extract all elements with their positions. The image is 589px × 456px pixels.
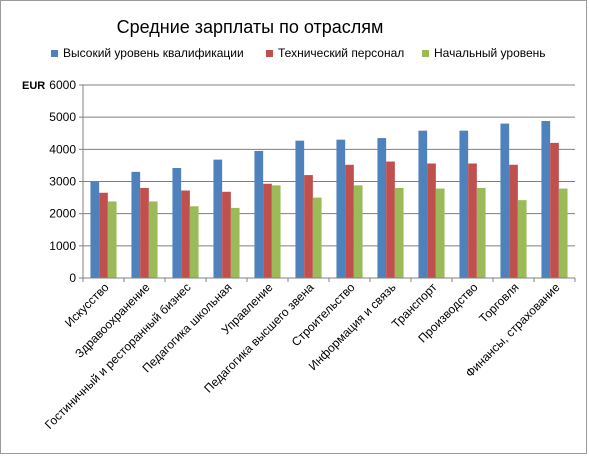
legend-label: Начальный уровень xyxy=(434,46,546,60)
legend-swatch xyxy=(422,50,429,57)
bar xyxy=(107,201,117,278)
y-tick-label: 5000 xyxy=(49,110,76,124)
bar xyxy=(468,163,477,278)
bar xyxy=(213,159,223,278)
bar xyxy=(140,187,149,278)
bar xyxy=(263,183,272,278)
bar xyxy=(427,163,436,278)
bar xyxy=(558,188,568,278)
y-tick-label: 1000 xyxy=(49,239,76,253)
bars xyxy=(90,121,568,278)
bar xyxy=(230,207,240,278)
y-tick-label: 4000 xyxy=(49,142,76,156)
y-tick-label: 0 xyxy=(69,271,76,285)
legend-item: Технический персонал xyxy=(266,46,404,60)
y-tick-label: 2000 xyxy=(49,207,76,221)
bar xyxy=(541,121,551,278)
bar xyxy=(295,140,305,278)
bar xyxy=(394,187,404,278)
legend-swatch xyxy=(51,50,58,57)
chart-title: Средние зарплаты по отраслям xyxy=(117,17,384,37)
bar xyxy=(353,185,363,278)
legend-swatch xyxy=(266,50,273,57)
bar xyxy=(459,130,469,278)
bar xyxy=(418,130,428,278)
bar xyxy=(550,142,559,278)
bar xyxy=(148,201,158,278)
gridlines xyxy=(83,84,575,247)
legend-label: Технический персонал xyxy=(278,46,404,60)
bar xyxy=(90,181,100,278)
bar xyxy=(500,123,510,278)
y-unit-label: EUR xyxy=(22,80,45,92)
legend-item: Начальный уровень xyxy=(422,46,546,60)
y-tick-label: 6000 xyxy=(49,78,76,92)
bar xyxy=(172,167,182,278)
bar xyxy=(271,185,281,278)
legend-item: Высокий уровень квалификации xyxy=(51,46,244,60)
bar xyxy=(181,190,190,278)
legend-label: Высокий уровень квалификации xyxy=(63,46,244,60)
bar xyxy=(336,139,346,278)
legend: Высокий уровень квалификации Технический … xyxy=(51,46,546,60)
bar xyxy=(222,191,231,278)
bar xyxy=(99,192,108,278)
bar xyxy=(377,138,387,278)
bar xyxy=(509,164,518,278)
bar xyxy=(435,188,445,278)
bar xyxy=(476,187,486,278)
bar xyxy=(345,164,354,278)
bar xyxy=(254,150,264,278)
bar xyxy=(131,171,141,278)
bar xyxy=(386,161,395,278)
y-axis-ticks: 0 1000 2000 3000 4000 5000 6000 xyxy=(49,78,83,285)
bar xyxy=(304,175,313,278)
bar xyxy=(517,200,527,278)
bar xyxy=(189,206,199,278)
y-tick-label: 3000 xyxy=(49,175,76,189)
bar xyxy=(312,197,322,278)
